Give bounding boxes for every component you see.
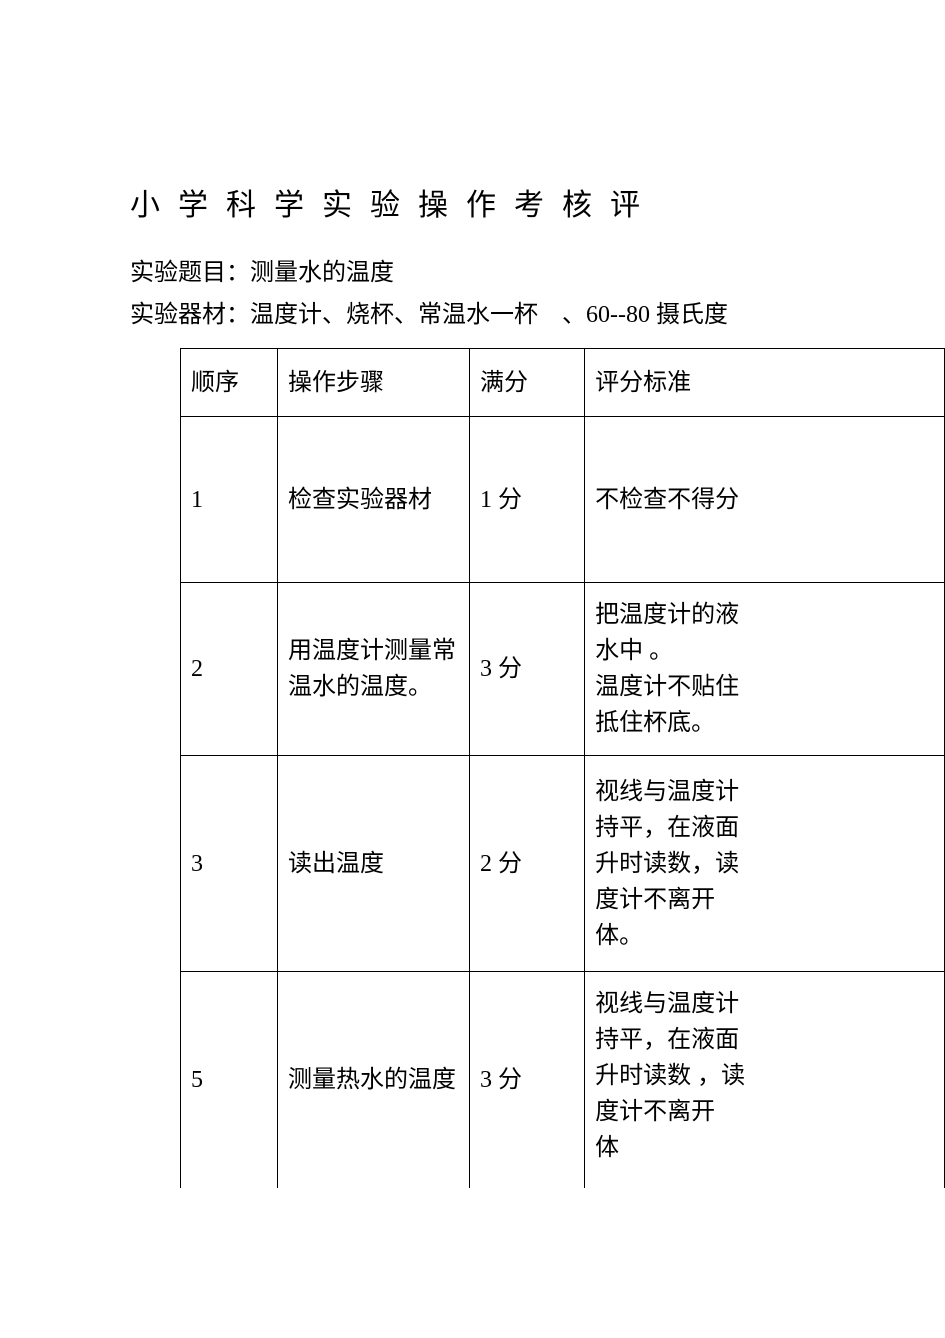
header-seq: 顺序 [181,349,278,417]
header-step: 操作步骤 [278,349,470,417]
scoring-table: 顺序 操作步骤 满分 评分标准 1 检查实验器材 1 分 不检查不得分 2 用温… [180,348,945,1188]
topic-value: 测量水的温度 [250,260,394,286]
cell-seq: 2 [181,583,278,756]
page-title: 小学科学实验操作考核评 [130,180,945,224]
cell-criteria: 视线与温度计持平，在液面升时读数，读度计不离开体。 [585,756,945,972]
cell-step: 检查实验器材 [278,417,470,583]
cell-step: 读出温度 [278,756,470,972]
experiment-equipment: 实验器材：温度计、烧杯、常温水一杯 、60--80 摄氏度 [130,296,945,334]
cell-score: 3 分 [470,583,585,756]
experiment-topic: 实验题目：测量水的温度 [130,254,945,292]
cell-criteria: 视线与温度计持平，在液面升时读数 ，读度计不离开体 [585,972,945,1188]
header-score: 满分 [470,349,585,417]
cell-seq: 1 [181,417,278,583]
cell-score: 1 分 [470,417,585,583]
cell-seq: 5 [181,972,278,1188]
table-row: 1 检查实验器材 1 分 不检查不得分 [181,417,945,583]
table-row: 2 用温度计测量常温水的温度。 3 分 把温度计的液水中 。温度计不贴住抵住杯底… [181,583,945,756]
cell-criteria: 不检查不得分 [585,417,945,583]
table-row: 5 测量热水的温度 3 分 视线与温度计持平，在液面升时读数 ，读度计不离开体 [181,972,945,1188]
equip-value: 温度计、烧杯、常温水一杯 、60--80 摄氏度 [250,302,728,328]
table-row: 3 读出温度 2 分 视线与温度计持平，在液面升时读数，读度计不离开体。 [181,756,945,972]
cell-step: 用温度计测量常温水的温度。 [278,583,470,756]
cell-score: 2 分 [470,756,585,972]
topic-label: 实验题目： [130,260,250,286]
equip-label: 实验器材： [130,302,250,328]
scoring-table-wrap: 顺序 操作步骤 满分 评分标准 1 检查实验器材 1 分 不检查不得分 2 用温… [180,348,945,1188]
cell-score: 3 分 [470,972,585,1188]
cell-seq: 3 [181,756,278,972]
header-criteria: 评分标准 [585,349,945,417]
cell-criteria: 把温度计的液水中 。温度计不贴住抵住杯底。 [585,583,945,756]
table-header-row: 顺序 操作步骤 满分 评分标准 [181,349,945,417]
cell-step: 测量热水的温度 [278,972,470,1188]
